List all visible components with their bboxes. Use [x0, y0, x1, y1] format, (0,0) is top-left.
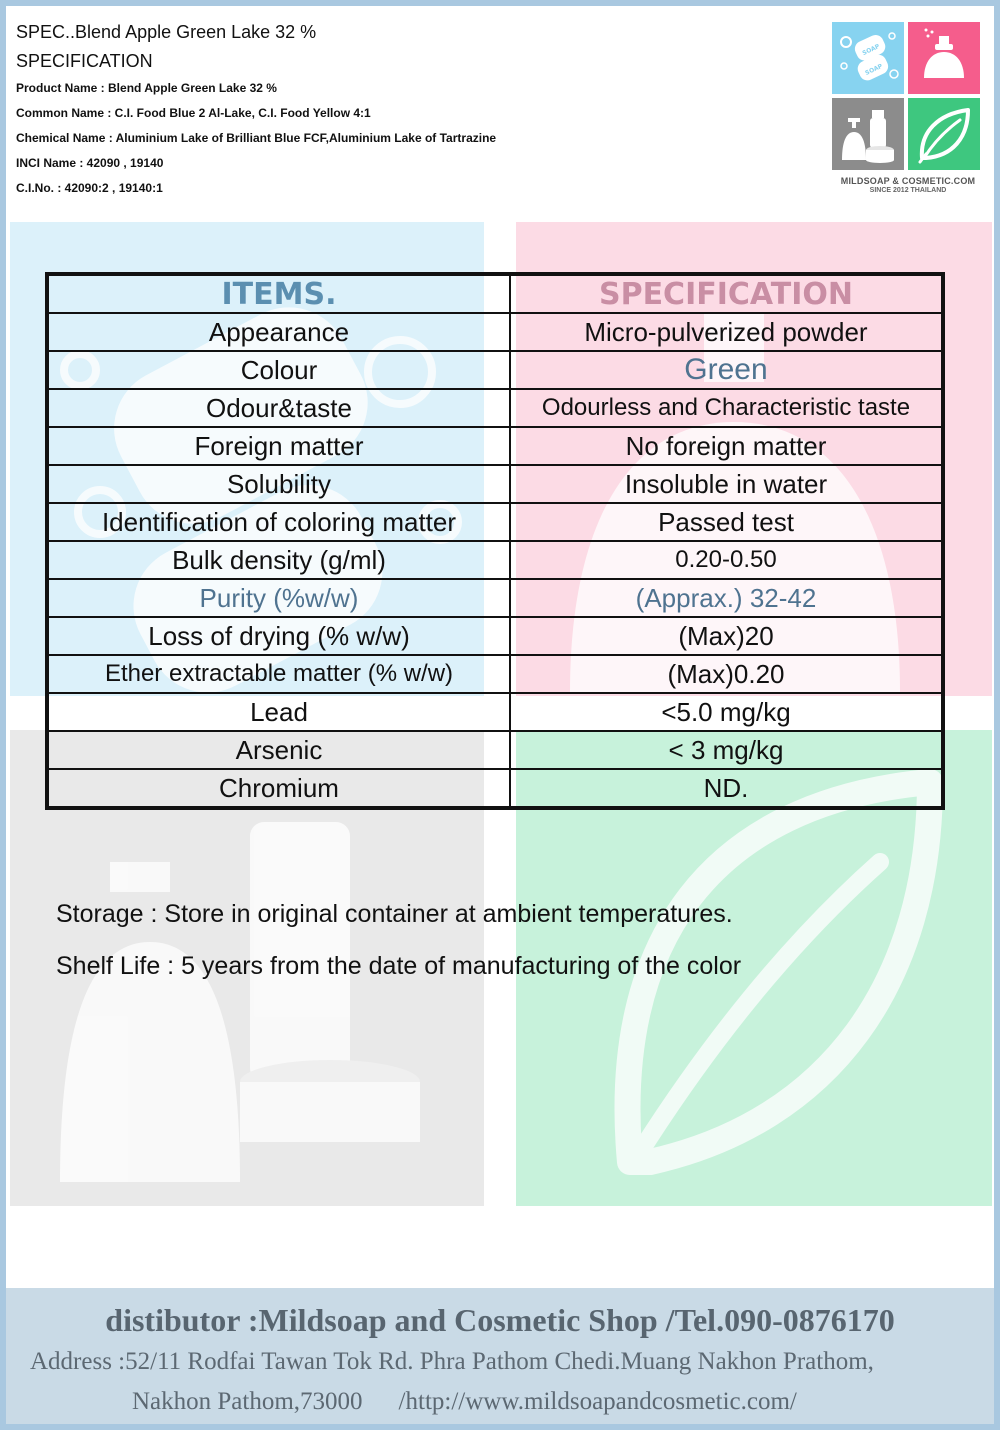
common-name: Common Name : C.I. Food Blue 2 Al-Lake, …: [16, 106, 371, 120]
product-name: Product Name : Blend Apple Green Lake 32…: [16, 81, 277, 95]
perfume-bottle-icon: [908, 22, 980, 94]
table-row: Chromium ND.: [45, 768, 945, 810]
table-header-row: ITEMS. SPECIFICATION: [45, 272, 945, 314]
ci-number: C.I.No. : 42090:2 , 19140:1: [16, 181, 163, 195]
table-row: Appearance Micro-pulverized powder: [45, 312, 945, 352]
row-item: Solubility: [45, 464, 511, 504]
table-row: Loss of drying (% w/w) (Max)20: [45, 616, 945, 656]
document-subtitle: SPECIFICATION: [16, 51, 153, 71]
address-city-line: Nakhon Pathom,73000/http://www.mildsoapa…: [132, 1388, 797, 1416]
row-item: Identification of coloring matter: [45, 502, 511, 542]
row-spec: Micro-pulverized powder: [509, 312, 945, 352]
website-link[interactable]: /http://www.mildsoapandcosmetic.com/: [398, 1388, 797, 1415]
footer: distibutor :Mildsoap and Cosmetic Shop /…: [6, 1288, 994, 1424]
row-item: Odour&taste: [45, 388, 511, 428]
distributor-line: distibutor :Mildsoap and Cosmetic Shop /…: [105, 1302, 895, 1338]
row-spec: No foreign matter: [509, 426, 945, 466]
table-row: Bulk density (g/ml) 0.20-0.50: [45, 540, 945, 580]
row-spec: <5.0 mg/kg: [509, 692, 945, 732]
row-item: Loss of drying (% w/w): [45, 616, 511, 656]
row-item: Lead: [45, 692, 511, 732]
address-line: Address :52/11 Rodfai Tawan Tok Rd. Phra…: [30, 1348, 874, 1375]
row-spec: (Max)0.20: [509, 654, 945, 694]
inci-name: INCI Name : 42090 , 19140: [16, 156, 164, 170]
leaf-icon: [908, 98, 980, 170]
shelf-life-note: Shelf Life : 5 years from the date of ma…: [56, 952, 742, 980]
table-row: Solubility Insoluble in water: [45, 464, 945, 504]
table-row: Colour Green: [45, 350, 945, 390]
document-title: SPEC..Blend Apple Green Lake 32 %: [16, 22, 317, 42]
header-specification: SPECIFICATION: [509, 272, 945, 314]
chemical-name: Chemical Name : Aluminium Lake of Brilli…: [16, 131, 497, 145]
row-item: Chromium: [45, 768, 511, 810]
table-row: Arsenic < 3 mg/kg: [45, 730, 945, 770]
row-spec: Passed test: [509, 502, 945, 542]
row-spec: ND.: [509, 768, 945, 810]
row-item: Bulk density (g/ml): [45, 540, 511, 580]
lotion-bottles-icon: [832, 98, 904, 170]
row-spec: Green: [509, 350, 945, 390]
row-item: Purity (%w/w): [45, 578, 511, 618]
storage-note: Storage : Store in original container at…: [56, 900, 733, 928]
row-spec: 0.20-0.50: [509, 540, 945, 580]
table-row: Odour&taste Odourless and Characteristic…: [45, 388, 945, 428]
table-row: Lead <5.0 mg/kg: [45, 692, 945, 732]
row-item: Ether extractable matter (% w/w): [45, 654, 511, 694]
table-row: Identification of coloring matter Passed…: [45, 502, 945, 542]
table-row: Foreign matter No foreign matter: [45, 426, 945, 466]
address-city: Nakhon Pathom,73000: [132, 1388, 363, 1415]
row-item: Colour: [45, 350, 511, 390]
specification-table: ITEMS. SPECIFICATION Appearance Micro-pu…: [45, 272, 945, 810]
brand-logo: SOAP SOAP: [832, 22, 984, 194]
row-spec: < 3 mg/kg: [509, 730, 945, 770]
table-row: Purity (%w/w) (Apprax.) 32-42: [45, 578, 945, 618]
row-spec: (Apprax.) 32-42: [509, 578, 945, 618]
row-item: Arsenic: [45, 730, 511, 770]
row-spec: Insoluble in water: [509, 464, 945, 504]
row-item: Foreign matter: [45, 426, 511, 466]
soap-bars-icon: SOAP SOAP: [832, 22, 904, 94]
row-item: Appearance: [45, 312, 511, 352]
row-spec: (Max)20: [509, 616, 945, 656]
logo-since: SINCE 2012 THAILAND: [869, 187, 947, 194]
table-row: Ether extractable matter (% w/w) (Max)0.…: [45, 654, 945, 694]
row-spec: Odourless and Characteristic taste: [509, 388, 945, 428]
header-items: ITEMS.: [45, 272, 511, 314]
logo-name: MILDSOAP & COSMETIC.COM: [840, 176, 976, 186]
